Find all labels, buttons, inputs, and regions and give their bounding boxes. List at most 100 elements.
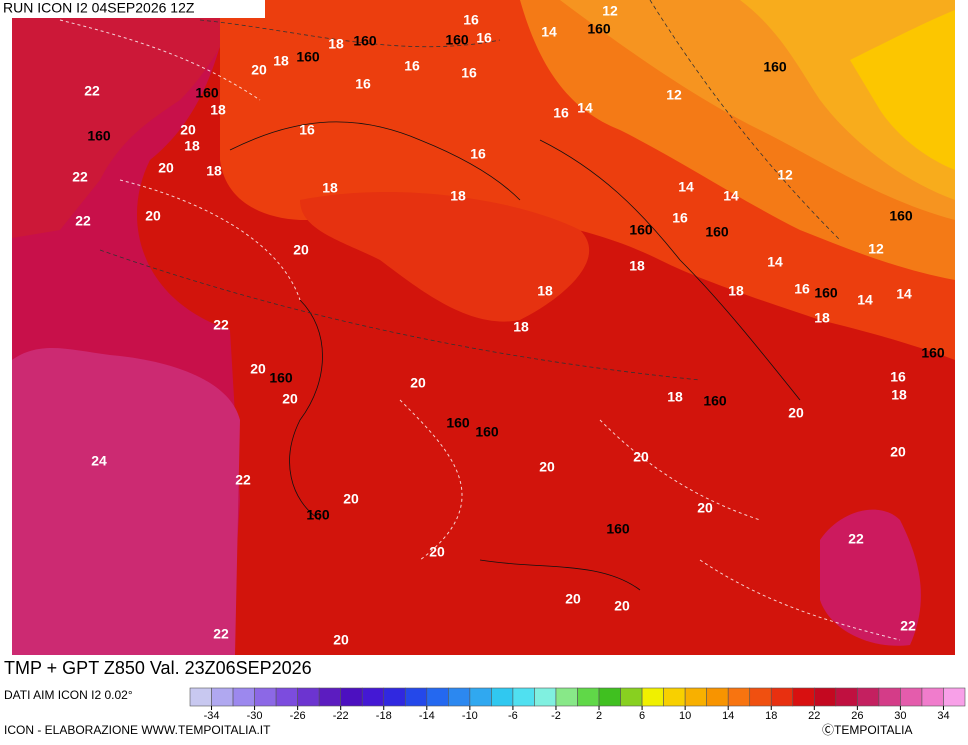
header-box bbox=[0, 0, 265, 18]
temp-label: 18 bbox=[629, 258, 645, 274]
temp-label: 18 bbox=[184, 138, 200, 154]
temp-label: 12 bbox=[666, 87, 682, 103]
temp-label: 20 bbox=[250, 361, 266, 377]
colorbar-tick-label: -2 bbox=[551, 710, 561, 722]
color-swatch bbox=[770, 687, 794, 707]
height-label: 160 bbox=[195, 85, 219, 101]
temp-label: 18 bbox=[537, 283, 553, 299]
temp-label: 20 bbox=[333, 632, 349, 648]
color-swatch bbox=[232, 687, 255, 707]
temp-label: 22 bbox=[213, 626, 229, 642]
height-label: 160 bbox=[296, 49, 320, 65]
height-label: 160 bbox=[629, 222, 653, 238]
temp-label: 20 bbox=[410, 375, 426, 391]
colorbar-tick-label: 34 bbox=[937, 710, 949, 722]
height-label: 160 bbox=[763, 59, 787, 75]
temp-label: 18 bbox=[891, 387, 907, 403]
temp-label: 22 bbox=[213, 317, 229, 333]
color-swatch bbox=[275, 687, 298, 707]
color-swatch bbox=[491, 687, 514, 707]
colorbar-tick-label: -10 bbox=[462, 710, 478, 722]
field-title: TMP + GPT Z850 Val. 23Z06SEP2026 bbox=[4, 658, 312, 678]
color-swatch bbox=[404, 687, 428, 707]
credit-text: ICON - ELABORAZIONE WWW.TEMPOITALIA.IT bbox=[4, 723, 271, 737]
height-label: 160 bbox=[87, 128, 111, 144]
temp-label: 24 bbox=[91, 453, 107, 469]
color-swatch bbox=[361, 687, 385, 707]
height-label: 160 bbox=[269, 370, 293, 386]
temp-label: 16 bbox=[890, 369, 906, 385]
caption-box bbox=[0, 657, 413, 683]
colorbar: -34 -30 -26 -22 -18 -14 -10 -6 -2 2 6 10 14 18 22 26 30 3… bbox=[189, 687, 966, 722]
colorbar-tick-label: 14 bbox=[722, 710, 734, 722]
height-label: 160 bbox=[703, 393, 727, 409]
height-label: 160 bbox=[306, 507, 330, 523]
temp-label: 16 bbox=[470, 146, 486, 162]
temp-label: 16 bbox=[463, 12, 479, 28]
temp-label: 18 bbox=[322, 180, 338, 196]
temp-label: 20 bbox=[158, 160, 174, 176]
temp-label: 18 bbox=[513, 319, 529, 335]
temp-label: 20 bbox=[614, 598, 630, 614]
colorbar-tick-label: 30 bbox=[894, 710, 906, 722]
temp-label: 20 bbox=[293, 242, 309, 258]
color-swatch bbox=[340, 687, 363, 707]
temp-label: 20 bbox=[251, 62, 267, 78]
color-swatch bbox=[469, 687, 492, 707]
height-label: 160 bbox=[446, 415, 470, 431]
colorbar-tick-label: -26 bbox=[290, 710, 306, 722]
temp-label: 14 bbox=[896, 286, 912, 302]
height-label: 160 bbox=[445, 32, 469, 48]
temp-label: 20 bbox=[565, 591, 581, 607]
color-swatch bbox=[684, 687, 707, 707]
run-title: RUN ICON I2 04SEP2026 12Z bbox=[3, 0, 195, 16]
color-swatch bbox=[792, 687, 815, 707]
color-swatch bbox=[943, 687, 966, 707]
temp-label: 22 bbox=[900, 618, 916, 634]
colorbar-tick-label: -18 bbox=[376, 710, 392, 722]
temp-label: 14 bbox=[857, 292, 873, 308]
temp-label: 18 bbox=[273, 53, 289, 69]
color-swatch bbox=[900, 687, 923, 707]
temp-label: 20 bbox=[633, 449, 649, 465]
color-swatch bbox=[318, 687, 341, 707]
temp-label: 16 bbox=[461, 65, 477, 81]
temp-label: 20 bbox=[180, 122, 196, 138]
color-swatch bbox=[448, 687, 471, 707]
color-swatch bbox=[878, 687, 901, 707]
temp-label: 18 bbox=[814, 310, 830, 326]
copyright-text: ⒸTEMPOITALIA bbox=[822, 723, 912, 737]
temp-label: 16 bbox=[404, 58, 420, 74]
temp-label: 22 bbox=[75, 213, 91, 229]
temp-label: 22 bbox=[235, 472, 251, 488]
temp-label: 20 bbox=[788, 405, 804, 421]
temp-label: 14 bbox=[723, 188, 739, 204]
temp-label: 20 bbox=[429, 544, 445, 560]
temp-label: 16 bbox=[355, 76, 371, 92]
colorbar-tick-label: 2 bbox=[596, 710, 602, 722]
temp-label: 22 bbox=[84, 83, 100, 99]
height-label: 160 bbox=[606, 521, 630, 537]
color-swatch bbox=[254, 687, 277, 707]
colorbar-tick-label: 6 bbox=[639, 710, 645, 722]
color-swatch bbox=[297, 687, 320, 707]
temp-label: 18 bbox=[206, 163, 222, 179]
color-swatch bbox=[727, 687, 751, 707]
height-label: 160 bbox=[353, 33, 377, 49]
temp-label: 14 bbox=[678, 179, 694, 195]
height-label: 160 bbox=[889, 208, 913, 224]
color-swatch bbox=[620, 687, 643, 707]
color-swatch bbox=[706, 687, 729, 707]
temp-label: 16 bbox=[672, 210, 688, 226]
temp-label: 20 bbox=[145, 208, 161, 224]
color-swatch bbox=[749, 687, 772, 707]
colorbar-tick-label: 22 bbox=[808, 710, 820, 722]
temp-label: 20 bbox=[282, 391, 298, 407]
height-label: 160 bbox=[705, 224, 729, 240]
source-text: DATI AIM ICON I2 0.02° bbox=[4, 688, 133, 702]
color-swatch bbox=[512, 687, 535, 707]
temp-label: 16 bbox=[299, 122, 315, 138]
temp-label: 12 bbox=[777, 167, 793, 183]
colorbar-tick-label: -22 bbox=[333, 710, 349, 722]
